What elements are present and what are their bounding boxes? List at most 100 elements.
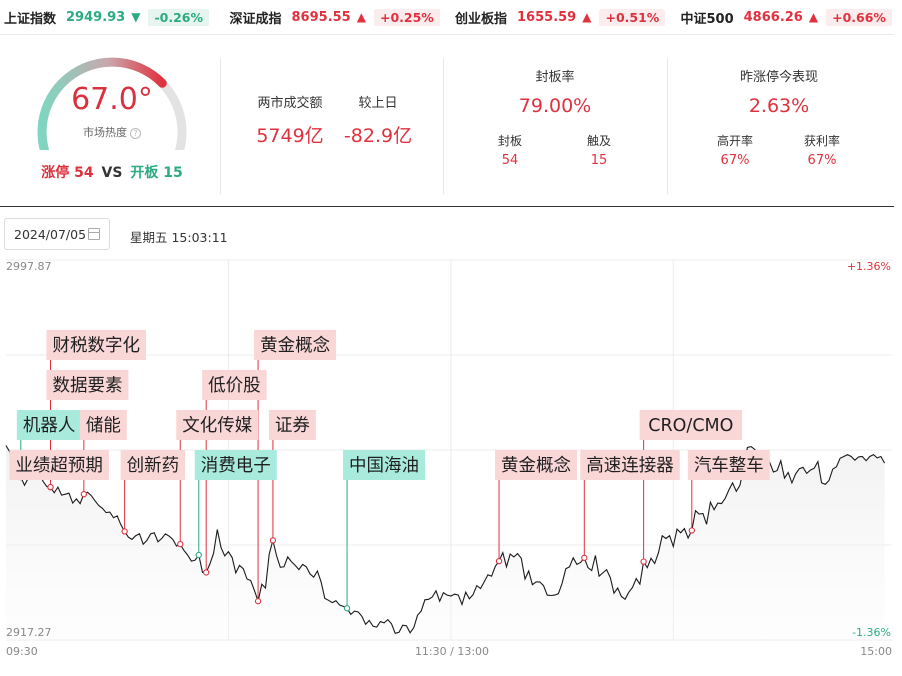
annotation-tag[interactable]: 黄金概念 — [254, 330, 337, 360]
annotation-tag[interactable]: 汽车整车 — [687, 450, 770, 480]
annotation-tag-bg — [9, 450, 109, 480]
touched-value: 15 — [590, 153, 608, 168]
date-value: 2024/07/05 — [14, 226, 87, 242]
annotation-label: 业绩超预期 — [15, 456, 103, 476]
touched-stat: 触及 15 — [569, 132, 629, 168]
intraday-chart[interactable]: 业绩超预期机器人数据要素财税数字化储能创新药文化传媒消费电子低价股黄金概念证券中… — [0, 250, 902, 676]
index-ticker-shenzhen[interactable]: 深证成指 8695.55 ▲ +0.25% — [226, 0, 452, 34]
seal-rate-label: 封板率 — [535, 70, 575, 85]
limit-up-count: 54 — [74, 165, 94, 181]
sealed-value: 54 — [501, 153, 519, 168]
pct-min-label: -1.36% — [852, 626, 891, 639]
annotation-tag-bg — [79, 410, 127, 440]
turnover-stat: 两市成交额 5749亿 — [248, 92, 332, 148]
annotation-marker[interactable] — [343, 605, 351, 612]
annotation-tag[interactable]: CRO/CMO — [639, 410, 743, 440]
annotation-tag[interactable]: 财税数字化 — [46, 330, 146, 360]
annotation-tag[interactable]: 创新药 — [120, 450, 186, 480]
x-label-open: 09:30 — [6, 645, 38, 658]
date-picker[interactable]: 2024/07/05 — [4, 218, 110, 250]
calendar-icon[interactable] — [88, 228, 100, 240]
annotation-marker[interactable] — [254, 598, 262, 605]
sealed-stat: 封板 54 — [480, 132, 540, 168]
index-ticker-shanghai[interactable]: 上证指数 2949.93 ▼ -0.26% — [0, 0, 226, 34]
annotation-marker[interactable] — [177, 541, 184, 548]
annotation-tag[interactable]: 机器人 — [16, 410, 82, 440]
high-open-label: 高开率 — [716, 134, 753, 148]
index-value: 8695.55 — [291, 9, 351, 25]
yesterday-limit-up-label: 昨涨停今表现 — [739, 70, 818, 85]
annotation-label: 黄金概念 — [501, 455, 571, 476]
annotation-tag-bg — [16, 410, 82, 440]
turnover-label: 两市成交额 — [257, 96, 323, 111]
annotation-tag[interactable]: 消费电子 — [194, 450, 277, 480]
annotation-marker[interactable] — [640, 558, 647, 565]
gauge-fill — [37, 57, 167, 150]
annotation-tag-bg — [46, 370, 129, 400]
annotation-marker[interactable] — [269, 537, 277, 544]
annotation-marker[interactable] — [688, 527, 695, 534]
y-min-label: 2917.27 — [6, 626, 52, 639]
annotation-tag[interactable]: 数据要素 — [46, 370, 129, 400]
ticker-divider — [0, 34, 894, 35]
annotation-tag-bg — [176, 410, 259, 440]
annotation-label: 消费电子 — [201, 456, 271, 476]
annotation-marker[interactable] — [495, 557, 503, 565]
turnover-compare-value: -82.9亿 — [343, 125, 413, 147]
annotation-tag-bg — [254, 330, 337, 360]
annotation-label: 文化传媒 — [182, 416, 252, 436]
annotation-label: 汽车整车 — [694, 456, 764, 476]
seal-rate-stat: 封板率 79.00% — [445, 66, 665, 117]
weekday-time: 星期五 15:03:11 — [130, 230, 228, 245]
index-name: 深证成指 — [229, 11, 282, 27]
annotation-marker[interactable] — [203, 569, 210, 576]
annotation-tag[interactable]: 低价股 — [202, 370, 267, 400]
up-arrow-icon: ▲ — [808, 10, 819, 24]
open-board-label: 开板 — [130, 165, 159, 181]
index-value: 2949.93 — [66, 9, 126, 25]
annotation-tag-bg — [268, 410, 316, 440]
annotation-tag[interactable]: 储能 — [79, 410, 127, 440]
annotation-tag-bg — [46, 330, 146, 360]
vs-text: VS — [101, 165, 123, 181]
annotation-tag[interactable]: 业绩超预期 — [9, 450, 109, 480]
turnover-compare-stat: 较上日 -82.9亿 — [340, 92, 416, 148]
annotation-label: 财税数字化 — [52, 336, 140, 356]
annotation-label: 高速连接器 — [586, 456, 674, 476]
index-value: 1655.59 — [517, 9, 577, 25]
heat-label-text: 市场热度 — [83, 126, 127, 139]
annotation-tag[interactable]: 黄金概念 — [495, 450, 578, 480]
annotation-marker[interactable] — [121, 528, 128, 535]
touched-label: 触及 — [586, 134, 611, 148]
annotation-label: 证券 — [275, 416, 310, 436]
annotation-tag[interactable]: 文化传媒 — [176, 410, 259, 440]
high-open-stat: 高开率 67% — [700, 132, 770, 168]
annotation-tag[interactable]: 证券 — [268, 410, 316, 440]
annotation-tag[interactable]: 中国海油 — [343, 450, 426, 480]
index-name: 上证指数 — [4, 11, 57, 27]
question-circle-icon[interactable]: ? — [130, 127, 141, 139]
index-name: 创业板指 — [455, 11, 508, 27]
annotation-label: 储能 — [86, 416, 121, 436]
index-ticker-chinext[interactable]: 创业板指 1655.59 ▲ +0.51% — [451, 0, 677, 34]
annotation-tag-bg — [580, 450, 680, 480]
price-line — [5, 445, 886, 634]
annotation-marker[interactable] — [80, 491, 87, 498]
heat-value: 67.0° — [71, 82, 153, 117]
annotation-tag-bg — [120, 450, 186, 480]
annotation-marker[interactable] — [581, 554, 588, 561]
annotation-label: 中国海油 — [349, 456, 419, 476]
annotation-tag-bg — [343, 450, 426, 480]
heat-label: 市场热度? — [24, 124, 200, 140]
annotation-tag[interactable]: 高速连接器 — [580, 450, 680, 480]
index-ticker-csi500[interactable]: 中证500 4866.26 ▲ +0.66% — [677, 0, 902, 34]
index-name: 中证500 — [680, 11, 734, 27]
annotation-tag-bg — [687, 450, 770, 480]
index-change-badge: +0.51% — [599, 8, 666, 26]
limit-up-vs-open: 涨停 54 VS 开板 15 — [24, 162, 200, 182]
stat-divider — [667, 58, 668, 194]
annotation-label: CRO/CMO — [648, 416, 733, 436]
index-change-badge: -0.26% — [148, 8, 210, 26]
annotation-marker[interactable] — [195, 551, 202, 559]
annotation-marker[interactable] — [47, 483, 54, 491]
